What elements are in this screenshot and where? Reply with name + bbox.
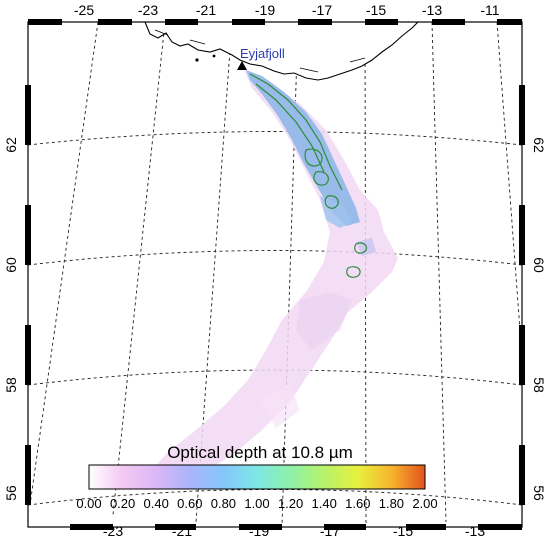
volcano-label: Eyjafjoll [240,46,285,61]
frame-bar-segment [519,325,525,385]
colorbar-tick-label: 0.00 [76,496,101,511]
frame-bar-segment [239,524,282,530]
frame-bars [25,19,525,530]
colorbar-tick-label: 1.20 [278,496,303,511]
latitude-label: 58 [3,377,19,393]
longitude-label: -17 [312,2,332,18]
colorbar-tick-label: 1.00 [244,496,269,511]
frame-bar-segment [519,85,525,145]
longitude-label: -17 [320,523,340,539]
colorbar [88,464,426,490]
latitude-label: 56 [531,485,547,501]
colorbar-tick-label: 0.80 [211,496,236,511]
longitude-label: -15 [393,523,413,539]
latitude-left-labels: 56 58 60 62 [3,137,19,501]
frame-bar-segment [25,85,31,145]
longitude-bottom-labels: -23 -21 -19 -17 -15 -13 [103,523,485,539]
frame-bar-segment [324,524,366,530]
frame-bar-segment [70,524,113,530]
colorbar-tick-label: 1.60 [345,496,370,511]
longitude-label: -13 [465,523,485,539]
frame-bar-segment [165,19,198,25]
longitude-label: -23 [138,2,158,18]
latitude-label: 62 [531,137,547,153]
frame-bar-segment [519,205,525,265]
longitude-label: -23 [103,523,123,539]
latitude-label: 58 [531,377,547,393]
longitude-label: -25 [74,2,94,18]
frame-bar-segment [406,524,446,530]
longitude-label: -21 [196,2,216,18]
latitude-label: 56 [3,485,19,501]
colorbar-tick-label: 2.00 [412,496,437,511]
coastline [144,22,420,81]
frame-bar-segment [478,524,522,530]
longitude-label: -19 [249,523,269,539]
frame-bar-segment [25,445,31,505]
colorbar-tick-label: 0.20 [110,496,135,511]
ash-plume [152,70,398,486]
colorbar-title: Optical depth at 10.8 µm [167,443,353,462]
frame-bar-segment [25,325,31,385]
colorbar-tick-label: 1.80 [379,496,404,511]
frame-bar-segment [432,19,465,25]
frame-bar-segment [497,19,522,25]
colorbar-tick-label: 0.40 [144,496,169,511]
frame-bar-segment [519,445,525,505]
plume-high-density [246,70,360,226]
colorbar-tick-label: 1.40 [312,496,337,511]
colorbar-tick-labels: 0.00 0.20 0.40 0.60 0.80 1.00 1.20 1.40 1.60 1.80… [76,496,437,511]
frame-bar-segment [155,524,196,530]
latitude-label: 62 [3,137,19,153]
colorbar-title-unit: µm [329,443,353,462]
frame-bar-segment [365,19,398,25]
frame-bar-segment [298,19,332,25]
longitude-top-labels: -25 -23 -21 -19 -17 -15 -13 -11 [74,2,500,18]
colorbar-title-prefix: Optical depth at 10.8 [167,443,329,462]
longitude-label: -15 [366,2,386,18]
latitude-right-labels: 56 58 60 62 [531,137,547,501]
longitude-label: -13 [422,2,442,18]
longitude-label: -19 [255,2,275,18]
frame-bar-segment [25,205,31,265]
frame-bar-segment [232,19,265,25]
frame-bar-segment [28,19,62,25]
latitude-label: 60 [3,257,19,273]
longitude-label: -11 [480,2,499,18]
volcano-triangle-marker [237,61,247,70]
longitude-label: -21 [172,523,192,539]
frame-bar-segment [98,19,132,25]
latitude-label: 60 [531,257,547,273]
colorbar-tick-label: 0.60 [177,496,202,511]
